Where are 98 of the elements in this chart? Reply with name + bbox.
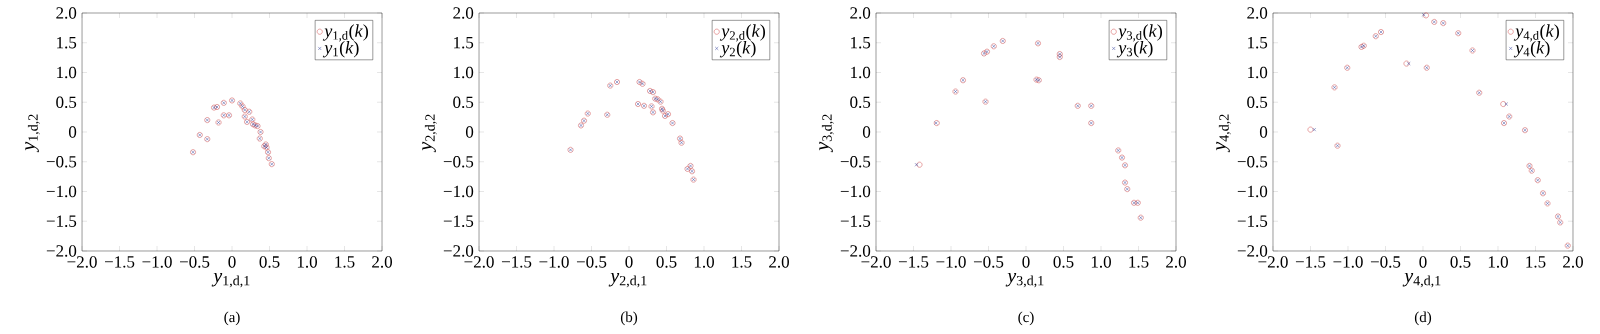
y-tick-label: 1.0 — [1248, 66, 1268, 79]
x-axis-title: y$_{3,d,1}$ — [1005, 272, 1044, 288]
x-tick-label: 2.0 — [372, 256, 392, 268]
y-tick-label: −1.5 — [443, 215, 474, 227]
x-tick-label: 0.5 — [1053, 256, 1074, 268]
x-tick-label: −2.0 — [1258, 256, 1288, 268]
legend-label: y$_{3}$(k) — [1116, 41, 1153, 58]
y-tick-label: 1.5 — [454, 37, 474, 49]
legend-label: y$_{4,d}$(k) — [1513, 24, 1559, 42]
y-tick-label: −1.0 — [46, 185, 77, 198]
y-tick-label: −1.5 — [840, 215, 871, 227]
x-tick-label: 0.5 — [259, 256, 280, 268]
x-tick-label: 0.5 — [656, 256, 677, 268]
x-tick-label: −0.5 — [1370, 256, 1401, 268]
x-tick-label: −2.0 — [464, 256, 494, 268]
x-tick-label: −1.5 — [1295, 256, 1326, 268]
y-axis-title: y$_{2,d,2}$ — [422, 114, 437, 153]
y-tick-label: 2.0 — [1247, 7, 1268, 19]
x-tick-label: 1.0 — [1488, 256, 1508, 268]
y-tick-label: 0 — [862, 126, 871, 138]
x-tick-label: 2.0 — [1166, 256, 1186, 268]
y-tick-label: 2.0 — [453, 7, 474, 19]
point — [1307, 126, 1314, 133]
y-tick-label: 0.5 — [453, 96, 474, 109]
legend-label: y$_{1,d}$(k) — [322, 24, 369, 42]
point — [1312, 127, 1317, 132]
x-axis-title: y$_{4,d,1}$ — [1402, 272, 1441, 288]
y-tick-label: 1.0 — [57, 66, 77, 79]
x-axis-title: y$_{2,d,1}$ — [608, 272, 647, 288]
y-axis-title: y$_{4,d,2}$ — [1216, 114, 1231, 153]
y-tick-label: −1.5 — [46, 215, 77, 227]
point — [1504, 102, 1509, 106]
y-tick-label: 2.0 — [850, 7, 871, 19]
y-tick-label: −1.0 — [443, 185, 474, 198]
x-tick-label: 0 — [625, 256, 633, 268]
x-tick-label: 2.0 — [1563, 256, 1583, 268]
x-tick-label: −2.0 — [67, 256, 97, 268]
y-tick-label: 0.5 — [1247, 96, 1268, 109]
y-tick-label: 0 — [465, 126, 474, 138]
y-tick-label: −1.5 — [1237, 215, 1268, 227]
text: (d) — [1414, 311, 1432, 326]
y-tick-label: −2.0 — [443, 245, 474, 257]
y-tick-label: −1.0 — [840, 185, 871, 198]
y-tick-label: −2.0 — [1237, 245, 1268, 257]
text: (a) — [224, 311, 240, 326]
legend-label: y$_{1}$(k) — [322, 41, 359, 58]
x-tick-label: −1.0 — [1333, 256, 1363, 268]
x-tick-label: 1.5 — [335, 256, 355, 268]
y-tick-label: 0 — [68, 126, 77, 138]
y-tick-label: 1.0 — [851, 66, 871, 79]
x-tick-label: −1.5 — [898, 256, 929, 268]
y-tick-label: −0.5 — [443, 155, 474, 168]
y-axis-title: y$_{3,d,2}$ — [819, 114, 834, 153]
legend-label: y$_{3,d}$(k) — [1116, 24, 1163, 42]
x-tick-label: −0.5 — [576, 256, 607, 268]
x-tick-label: 1.0 — [297, 256, 318, 268]
y-tick-label: 1.5 — [851, 37, 871, 49]
y-tick-label: 2.0 — [56, 7, 77, 19]
x-tick-label: 1.5 — [732, 256, 752, 268]
legend-label: y$_{4}$(k) — [1513, 41, 1550, 58]
x-tick-label: 2.0 — [769, 256, 789, 268]
x-tick-label: 1.5 — [1129, 256, 1149, 268]
y-axis-title: y$_{1,d,2}$ — [25, 114, 40, 153]
text: (c) — [1018, 311, 1034, 326]
y-tick-label: −2.0 — [46, 245, 77, 257]
y-tick-label: −0.5 — [1237, 155, 1268, 168]
point — [916, 161, 923, 168]
x-tick-label: −1.0 — [539, 256, 569, 268]
x-tick-label: −0.5 — [179, 256, 210, 268]
point — [914, 162, 919, 167]
y-tick-label: 1.5 — [57, 37, 77, 49]
y-tick-label: −0.5 — [840, 155, 871, 168]
text: (b) — [620, 311, 638, 326]
y-tick-label: −0.5 — [46, 155, 77, 168]
y-tick-label: 1.5 — [1248, 37, 1268, 49]
x-tick-label: 1.5 — [1526, 256, 1546, 268]
y-tick-label: 0.5 — [56, 96, 77, 109]
legend-label: y$_{2}$(k) — [719, 41, 756, 58]
x-tick-label: 1.0 — [1091, 256, 1111, 268]
x-tick-label: 0 — [1419, 256, 1427, 268]
x-tick-label: 0 — [228, 256, 236, 268]
x-tick-label: 0 — [1022, 256, 1030, 268]
y-tick-label: 0 — [1259, 126, 1268, 138]
y-tick-label: 1.0 — [454, 66, 474, 79]
x-tick-label: 0.5 — [1450, 256, 1471, 268]
x-tick-label: −0.5 — [973, 256, 1004, 268]
x-axis-title: y$_{1,d,1}$ — [211, 272, 250, 288]
x-tick-label: −1.5 — [501, 256, 532, 268]
y-tick-label: 0.5 — [850, 96, 871, 109]
legend-label: y$_{2,d}$(k) — [719, 24, 766, 42]
x-tick-label: −1.5 — [104, 256, 135, 268]
x-tick-label: −1.0 — [142, 256, 172, 268]
x-tick-label: 1.0 — [694, 256, 714, 268]
y-tick-label: −1.0 — [1237, 185, 1268, 198]
y-tick-label: −2.0 — [840, 245, 871, 257]
x-tick-label: −1.0 — [936, 256, 966, 268]
point — [1500, 101, 1507, 107]
x-tick-label: −2.0 — [861, 256, 891, 268]
